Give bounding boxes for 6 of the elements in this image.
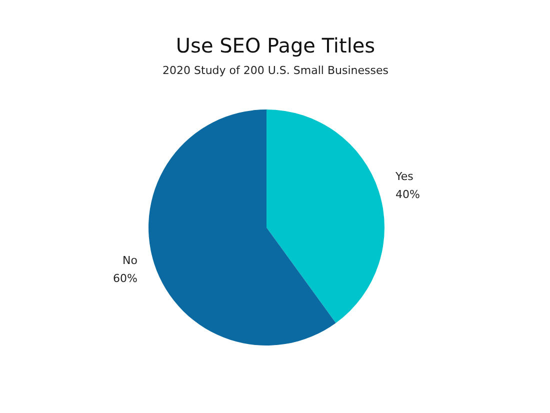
data-label: 40% [396,188,420,202]
slice-label: No [122,254,138,267]
chart-title: Use SEO Page Titles [176,34,376,58]
slice-label: Yes [394,170,414,184]
chart-subtitle: 2020 Study of 200 U.S. Small Businesses [162,64,389,77]
data-label: 60% [112,272,138,285]
